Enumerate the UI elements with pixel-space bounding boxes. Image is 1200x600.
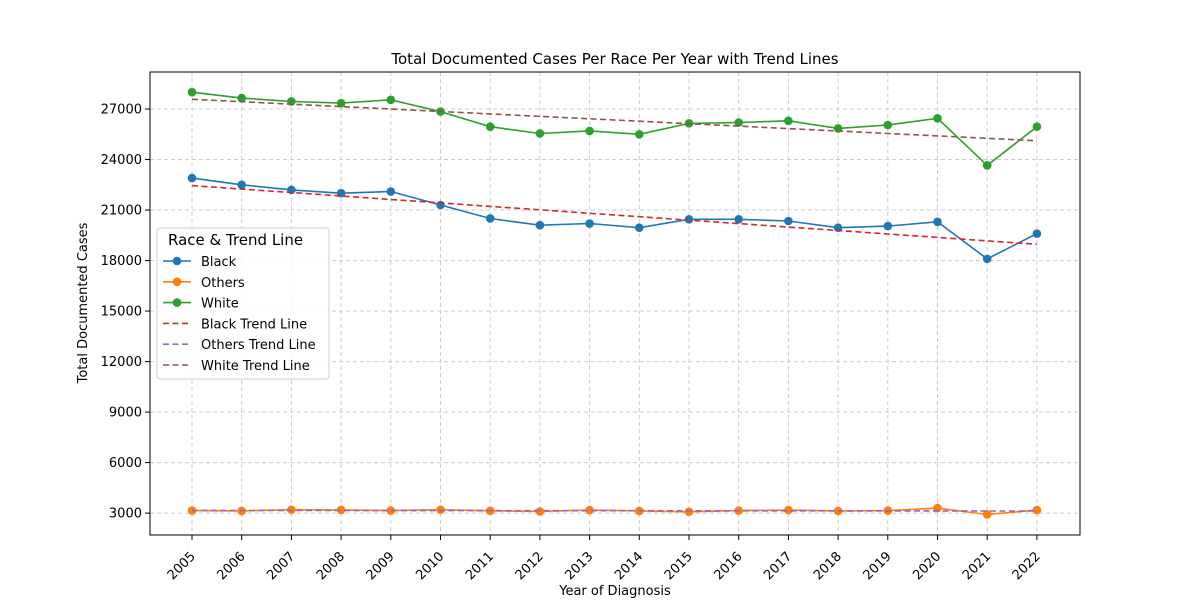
legend-entry-label: Others [201, 276, 245, 291]
x-tick-label: 2011 [463, 549, 497, 583]
x-tick-label: 2020 [910, 549, 944, 583]
x-axis-label: Year of Diagnosis [558, 584, 671, 599]
data-point-black [734, 215, 743, 224]
data-point-black [784, 216, 793, 226]
data-point-others [336, 505, 346, 515]
data-point-others [386, 506, 396, 515]
x-tick-label: 2015 [662, 549, 696, 583]
data-point-others [982, 510, 992, 519]
data-point-others [585, 505, 594, 515]
legend-box [156, 227, 330, 380]
data-point-white [784, 116, 793, 126]
data-point-white [982, 161, 992, 170]
series-line-white-trend-line [191, 98, 1037, 142]
data-point-black [386, 187, 396, 196]
series-line-black [191, 177, 1038, 260]
data-point-others [684, 507, 694, 517]
y-tick-label: 21000 [101, 204, 142, 219]
y-tick-label: 15000 [101, 305, 142, 320]
legend-entry-label: White Trend Line [201, 359, 310, 374]
legend-entry-label: Black [201, 255, 237, 270]
x-tick-label: 2012 [513, 549, 547, 583]
legend-title: Race & Trend Line [168, 231, 303, 249]
series-line-black-trend-line [191, 184, 1037, 246]
grid [150, 72, 1080, 535]
x-tick-label: 2014 [612, 549, 646, 583]
data-point-white [535, 129, 545, 138]
data-point-white [187, 87, 197, 97]
data-point-black [535, 220, 545, 230]
x-tick-label: 2019 [861, 549, 895, 583]
y-tick-label: 6000 [109, 456, 142, 471]
legend-entry-label: Others Trend Line [201, 338, 316, 353]
x-tick-label: 2016 [712, 549, 746, 583]
data-point-black [933, 217, 942, 227]
y-tick-label: 9000 [109, 406, 142, 421]
y-tick-label: 18000 [101, 254, 142, 269]
data-point-others [784, 505, 793, 515]
data-point-others [1032, 505, 1042, 515]
legend-entry-label: White [201, 297, 239, 312]
data-point-white [485, 122, 495, 132]
x-tick-label: 2010 [413, 549, 447, 583]
data-point-black [684, 215, 694, 224]
series-line-others-trend-line [191, 509, 1037, 512]
x-tick-label: 2009 [364, 549, 398, 583]
data-point-black [485, 214, 495, 223]
data-point-black [187, 173, 197, 183]
x-tick-label: 2008 [314, 549, 348, 583]
data-point-black [635, 223, 644, 233]
series-line-white [191, 91, 1038, 167]
legend-marker [172, 298, 182, 307]
data-point-black [1032, 229, 1042, 238]
y-tick-label: 12000 [101, 355, 142, 370]
data-point-black [237, 180, 246, 190]
data-point-white [1032, 122, 1042, 132]
legend: Race & Trend Line Black Others White Black T… [156, 227, 330, 380]
y-tick-label: 3000 [109, 507, 142, 522]
x-tick-label: 2017 [761, 549, 795, 583]
x-tick-label: 2013 [562, 549, 596, 583]
data-point-black [436, 200, 445, 210]
legend-marker [172, 256, 182, 266]
x-tick-label: 2021 [960, 549, 994, 583]
data-point-white [734, 118, 743, 127]
chart-title: Total Documented Cases Per Race Per Year… [390, 50, 838, 68]
y-tick-label: 24000 [101, 153, 142, 168]
data-point-others [436, 505, 445, 515]
data-point-white [635, 129, 644, 139]
legend-entry-label: Black Trend Line [201, 317, 307, 332]
data-point-black [883, 221, 893, 231]
x-tick-label: 2007 [264, 549, 298, 583]
data-point-white [883, 120, 893, 130]
data-point-white [386, 95, 396, 105]
x-tick-label: 2022 [1010, 549, 1044, 583]
data-point-white [336, 98, 346, 108]
data-point-black [585, 219, 594, 228]
x-tick-label: 2006 [215, 549, 249, 583]
data-point-white [933, 114, 942, 123]
plot-frame [149, 71, 1081, 536]
y-tick-label: 27000 [101, 103, 142, 118]
y-axis-label: Total Documented Cases [76, 222, 91, 384]
data-point-black [982, 254, 992, 264]
legend-marker [172, 277, 182, 287]
data-point-white [585, 126, 594, 136]
x-tick-label: 2005 [165, 549, 199, 583]
x-tick-label: 2018 [811, 549, 845, 583]
data-point-white [237, 93, 246, 103]
series-layer [187, 87, 1042, 519]
